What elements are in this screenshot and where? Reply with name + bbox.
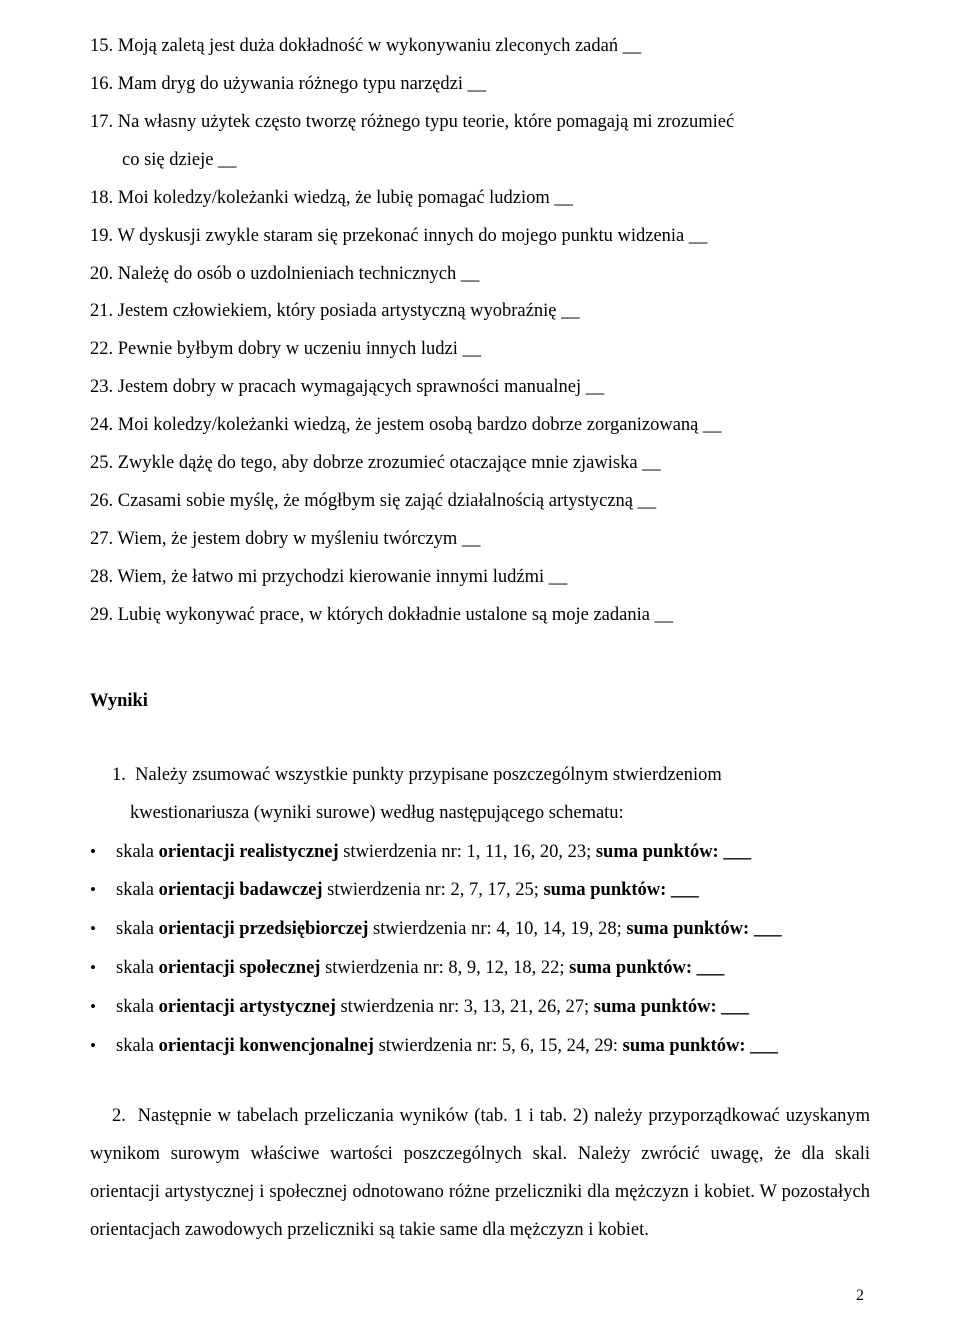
question-item: 21. Jestem człowiekiem, który posiada ar… (90, 293, 870, 331)
question-item: 16. Mam dryg do używania różnego typu na… (90, 66, 870, 104)
bullet-icon: • (90, 988, 116, 1015)
bullet-icon: • (90, 1027, 116, 1054)
question-item: 24. Moi koledzy/koleżanki wiedzą, że jes… (90, 407, 870, 445)
bullet-text: skala orientacji przedsiębiorczej stwier… (116, 911, 870, 949)
bullet-icon: • (90, 871, 116, 898)
bullet-icon: • (90, 949, 116, 976)
questions-block: 15. Moją zaletą jest duża dokładność w w… (90, 28, 870, 635)
bullet-item: • skala orientacji przedsiębiorczej stwi… (90, 910, 870, 949)
document-page: 15. Moją zaletą jest duża dokładność w w… (0, 0, 960, 1333)
question-item: 26. Czasami sobie myślę, że mógłbym się … (90, 483, 870, 521)
results-paragraph-2: 2. Następnie w tabelach przeliczania wyn… (90, 1098, 870, 1250)
results-paragraph-1: 1. Należy zsumować wszystkie punkty przy… (90, 757, 870, 833)
question-item-continuation: co się dzieje __ (90, 142, 870, 180)
question-item: 25. Zwykle dążę do tego, aby dobrze zroz… (90, 445, 870, 483)
question-item: 17. Na własny użytek często tworzę różne… (90, 104, 870, 142)
bullet-text: skala orientacji realistycznej stwierdze… (116, 834, 870, 872)
bullet-item: • skala orientacji artystycznej stwierdz… (90, 988, 870, 1027)
question-item: 22. Pewnie byłbym dobry w uczeniu innych… (90, 331, 870, 369)
bullet-icon: • (90, 833, 116, 860)
bullet-item: • skala orientacji konwencjonalnej stwie… (90, 1027, 870, 1066)
bullet-item: • skala orientacji realistycznej stwierd… (90, 833, 870, 872)
bullet-icon: • (90, 910, 116, 937)
results-heading: Wyniki (90, 683, 870, 721)
bullet-item: • skala orientacji społecznej stwierdzen… (90, 949, 870, 988)
question-item: 19. W dyskusji zwykle staram się przekon… (90, 218, 870, 256)
bullet-list: • skala orientacji realistycznej stwierd… (90, 833, 870, 1067)
page-number: 2 (90, 1280, 870, 1313)
question-item: 20. Należę do osób o uzdolnieniach techn… (90, 256, 870, 294)
bullet-text: skala orientacji społecznej stwierdzenia… (116, 950, 870, 988)
bullet-text: skala orientacji artystycznej stwierdzen… (116, 989, 870, 1027)
question-item: 28. Wiem, że łatwo mi przychodzi kierowa… (90, 559, 870, 597)
bullet-text: skala orientacji konwencjonalnej stwierd… (116, 1028, 870, 1066)
question-item: 18. Moi koledzy/koleżanki wiedzą, że lub… (90, 180, 870, 218)
question-item: 15. Moją zaletą jest duża dokładność w w… (90, 28, 870, 66)
bullet-item: • skala orientacji badawczej stwierdzeni… (90, 871, 870, 910)
question-item: 23. Jestem dobry w pracach wymagających … (90, 369, 870, 407)
bullet-text: skala orientacji badawczej stwierdzenia … (116, 872, 870, 910)
question-item: 27. Wiem, że jestem dobry w myśleniu twó… (90, 521, 870, 559)
question-item: 29. Lubię wykonywać prace, w których dok… (90, 597, 870, 635)
